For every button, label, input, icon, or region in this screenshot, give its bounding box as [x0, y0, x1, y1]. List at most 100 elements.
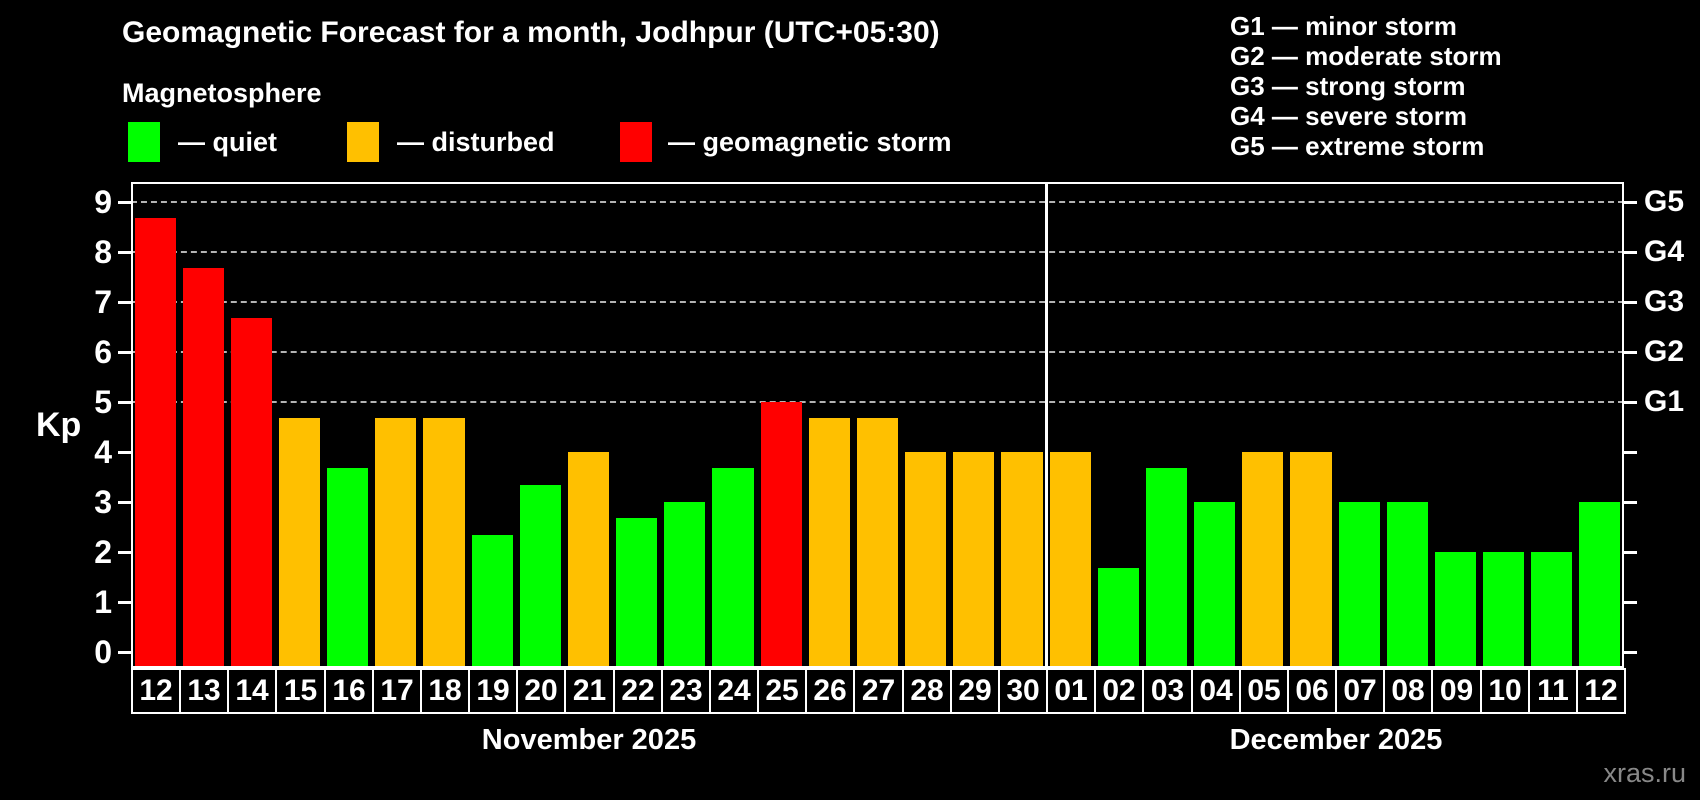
day-label-08: 08 — [1383, 668, 1433, 714]
y-tick-label-8: 8 — [94, 233, 112, 270]
bar-november-23 — [664, 501, 706, 668]
y-tick-left-3 — [118, 500, 131, 504]
bar-december-04 — [1194, 501, 1236, 668]
g-legend-line-g5: G5 — extreme storm — [1230, 131, 1485, 161]
bar-december-01 — [1049, 451, 1091, 668]
g-axis-label-g4: G4 — [1644, 234, 1685, 268]
day-label-07: 07 — [1335, 668, 1385, 714]
bar-november-25 — [760, 401, 802, 668]
gridline-kp8 — [131, 250, 1624, 253]
day-label-09: 09 — [1431, 668, 1482, 714]
bar-november-26 — [808, 418, 850, 668]
y-tick-label-5: 5 — [94, 383, 112, 420]
y-axis-label-kp: Kp — [36, 406, 82, 444]
y-tick-left-9 — [118, 200, 131, 204]
bar-november-29 — [953, 451, 995, 668]
legend-swatch-disturbed — [347, 122, 379, 162]
legend-swatch-storm — [620, 122, 652, 162]
day-label-24: 24 — [709, 668, 759, 714]
day-label-23: 23 — [661, 668, 711, 714]
y-tick-left-5 — [118, 400, 131, 404]
bar-november-12 — [134, 218, 176, 668]
y-tick-label-7: 7 — [94, 283, 112, 320]
g-axis-label-g1: G1 — [1644, 384, 1685, 418]
bar-december-11 — [1531, 551, 1573, 668]
bar-december-06 — [1290, 451, 1332, 668]
legend-swatch-quiet — [128, 122, 160, 162]
y-tick-left-2 — [118, 550, 131, 554]
y-tick-label-4: 4 — [94, 433, 112, 470]
y-tick-right-2 — [1624, 550, 1637, 554]
y-tick-right-7 — [1624, 300, 1637, 304]
day-label-16: 16 — [324, 668, 374, 714]
legend-label-storm: — geomagnetic storm — [668, 127, 952, 157]
y-tick-right-4 — [1624, 450, 1637, 454]
g-legend-line-g2: G2 — moderate storm — [1230, 41, 1502, 71]
y-tick-right-9 — [1624, 200, 1637, 204]
day-label-28: 28 — [902, 668, 952, 714]
day-label-30: 30 — [998, 668, 1048, 714]
bar-december-02 — [1097, 568, 1139, 668]
y-tick-right-8 — [1624, 250, 1637, 254]
y-tick-left-1 — [118, 600, 131, 604]
y-tick-right-3 — [1624, 500, 1637, 504]
day-label-27: 27 — [853, 668, 904, 714]
g-axis-label-g3: G3 — [1644, 284, 1685, 318]
gridline-kp7 — [131, 300, 1624, 303]
day-label-06: 06 — [1287, 668, 1337, 714]
g-legend-line-g1: G1 — minor storm — [1230, 11, 1457, 41]
day-label-22: 22 — [613, 668, 663, 714]
g-axis-label-g2: G2 — [1644, 334, 1685, 368]
gridline-kp9 — [131, 200, 1624, 203]
plot-area — [131, 182, 1624, 668]
bar-november-22 — [616, 518, 658, 668]
day-label-25: 25 — [757, 668, 807, 714]
day-label-11: 11 — [1528, 668, 1578, 714]
y-tick-left-0 — [118, 650, 131, 654]
bar-november-20 — [519, 485, 561, 668]
bar-november-15 — [278, 418, 321, 668]
bar-november-13 — [182, 268, 224, 668]
day-label-13: 13 — [179, 668, 229, 714]
y-tick-label-1: 1 — [94, 583, 112, 620]
y-tick-right-0 — [1624, 650, 1637, 654]
gridline-kp5 — [131, 400, 1624, 403]
day-label-21: 21 — [564, 668, 615, 714]
day-label-29: 29 — [950, 668, 1000, 714]
y-tick-left-6 — [118, 350, 131, 354]
day-label-14: 14 — [227, 668, 277, 714]
day-label-03: 03 — [1142, 668, 1193, 714]
day-label-17: 17 — [372, 668, 422, 714]
bar-december-03 — [1145, 468, 1188, 668]
subtitle-magnetosphere: Magnetosphere — [122, 78, 322, 108]
bar-november-17 — [375, 418, 417, 668]
y-tick-label-0: 0 — [94, 633, 112, 670]
day-label-02: 02 — [1094, 668, 1144, 714]
bar-november-30 — [1001, 451, 1043, 668]
bar-december-12 — [1579, 501, 1621, 668]
page-title: Geomagnetic Forecast for a month, Jodhpu… — [122, 16, 940, 49]
bar-november-16 — [327, 468, 369, 668]
y-tick-right-6 — [1624, 350, 1637, 354]
day-label-15: 15 — [275, 668, 326, 714]
g-scale-legend: G1 — minor storm G2 — moderate storm G3 … — [1230, 11, 1502, 161]
bar-november-27 — [856, 418, 899, 668]
day-label-18: 18 — [420, 668, 470, 714]
y-tick-left-7 — [118, 300, 131, 304]
gridline-kp6 — [131, 350, 1624, 353]
legend-label-quiet: — quiet — [178, 127, 277, 157]
bar-november-19 — [471, 535, 513, 668]
day-label-01: 01 — [1046, 668, 1096, 714]
day-label-19: 19 — [468, 668, 518, 714]
g-axis-label-g5: G5 — [1644, 184, 1685, 218]
day-label-26: 26 — [805, 668, 855, 714]
day-label-10: 10 — [1480, 668, 1530, 714]
day-label-04: 04 — [1191, 668, 1241, 714]
g-legend-line-g3: G3 — strong storm — [1230, 71, 1466, 101]
bar-december-07 — [1338, 501, 1380, 668]
bar-december-08 — [1386, 501, 1428, 668]
y-tick-label-9: 9 — [94, 183, 112, 220]
watermark-xras: xras.ru — [1603, 758, 1686, 788]
bar-november-21 — [567, 451, 610, 668]
day-label-12: 12 — [131, 668, 181, 714]
